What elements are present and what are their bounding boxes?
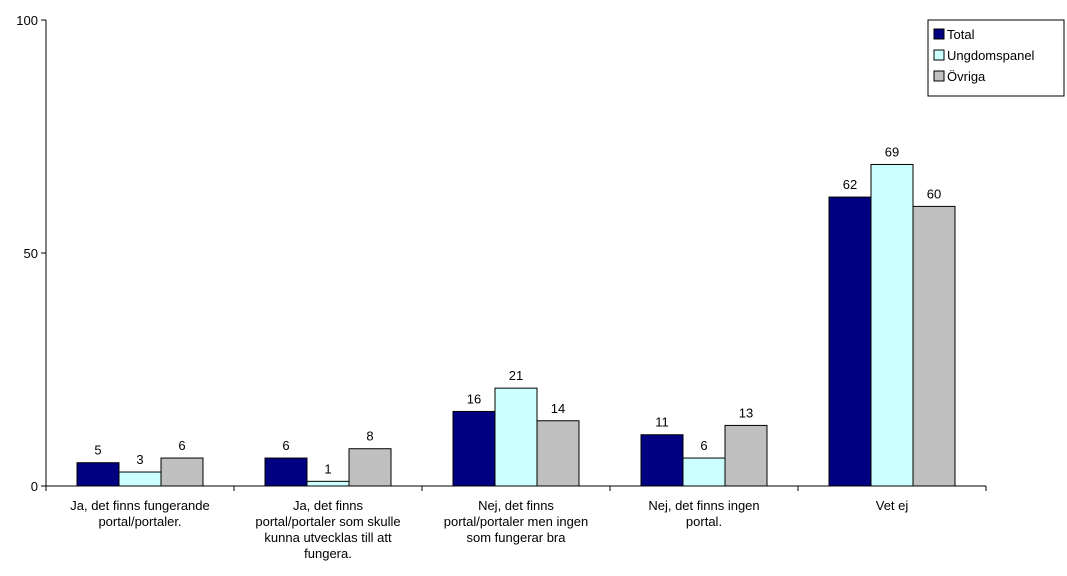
x-category-label: Ja, det finns portal/portaler som skulle k… [255,498,400,561]
chart-legend: Total Ungdomspanel Övriga [927,19,1065,97]
y-tick-label: 0 [31,479,38,494]
data-label: 13 [739,405,753,420]
bar--vriga-3 [724,424,768,487]
legend-label: Total [947,27,975,42]
bar--vriga-2 [536,420,580,487]
bar-total-4 [828,196,872,487]
data-label: 6 [700,438,707,453]
bar-total-3 [640,434,684,487]
bar-total-2 [452,410,496,487]
data-label: 8 [366,429,373,444]
y-tick-label: 50 [24,246,38,261]
bar-ungdomspanel-3 [682,457,726,487]
data-label: 62 [843,177,857,192]
chart-bars [76,163,956,487]
bar-ungdomspanel-1 [306,480,350,487]
chart-labels: 5 3 6 Ja, det finns fungerande portal/portal… [70,144,941,561]
bar-total-1 [264,457,308,487]
data-label: 69 [885,144,899,159]
x-category-label: Nej, det finns ingen portal. [648,498,759,529]
x-category-label: Nej, det finns portal/portaler men ingen s… [444,498,589,545]
x-category-label: Vet ej [876,498,909,513]
data-label: 16 [467,391,481,406]
legend-box [927,19,1065,97]
bar--vriga-4 [912,205,956,487]
data-label: 14 [551,401,565,416]
bar--vriga-1 [348,448,392,487]
y-tick-label: 100 [16,13,38,28]
legend-swatch [933,49,945,61]
data-label: 5 [94,443,101,458]
data-label: 1 [324,461,331,476]
data-label: 6 [282,438,289,453]
data-label: 21 [509,368,523,383]
bar-ungdomspanel-4 [870,163,914,487]
legend-swatch [933,70,945,82]
data-label: 60 [927,186,941,201]
bar-total-0 [76,462,120,487]
data-label: 6 [178,438,185,453]
legend-label: Ungdomspanel [947,48,1035,63]
bar--vriga-0 [160,457,204,487]
legend-label: Övriga [947,69,986,84]
legend-swatch [933,28,945,40]
data-label: 11 [655,415,669,430]
bar-ungdomspanel-2 [494,387,538,487]
x-category-label: Ja, det finns fungerande portal/portaler. [70,498,210,529]
data-label: 3 [136,452,143,467]
bar-ungdomspanel-0 [118,471,162,487]
